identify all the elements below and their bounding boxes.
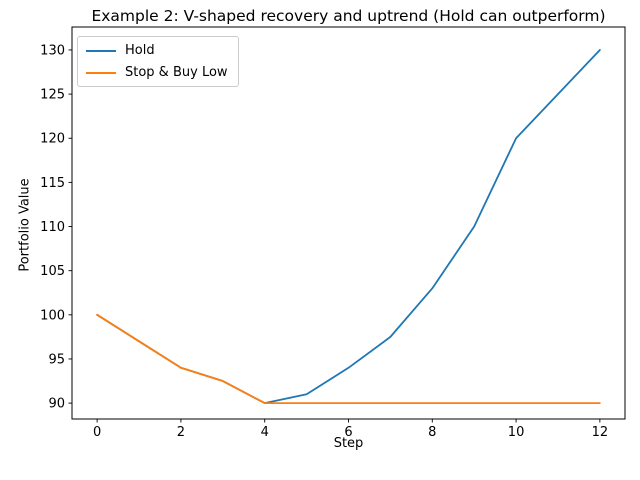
y-tick-label: 130: [40, 43, 65, 58]
y-tick-label: 105: [40, 264, 65, 279]
legend-item-stop-buy-low: Stop & Buy Low: [86, 65, 228, 80]
legend-line-sample-hold: [86, 49, 116, 52]
x-tick-label: 6: [344, 425, 352, 440]
legend-line-sample-stop-buy-low: [86, 71, 116, 74]
y-tick-label: 115: [40, 176, 65, 191]
legend-label-hold: Hold: [125, 43, 155, 58]
legend-item-hold: Hold: [86, 43, 228, 58]
y-tick-label: 100: [40, 308, 65, 323]
x-tick-label: 4: [261, 425, 269, 440]
y-tick-label: 95: [48, 352, 65, 367]
x-tick-label: 8: [428, 425, 436, 440]
x-axis-label: Step: [333, 436, 364, 451]
series-line-hold: [96, 49, 601, 405]
y-tick-label: 125: [40, 88, 65, 103]
x-tick-label: 0: [93, 425, 101, 440]
x-tick-label: 10: [508, 425, 525, 440]
y-axis-label: Portfolio Value: [17, 178, 33, 272]
x-tick-label: 12: [592, 425, 609, 440]
legend-label-stop-buy-low: Stop & Buy Low: [125, 65, 228, 80]
x-tick-label: 2: [177, 425, 185, 440]
legend: Hold Stop & Buy Low: [77, 36, 239, 87]
y-tick-label: 110: [40, 220, 65, 235]
chart-title: Example 2: V-shaped recovery and uptrend…: [91, 7, 606, 25]
y-tick-label: 90: [48, 397, 65, 412]
series-line-stop-buy-low: [96, 313, 601, 405]
y-tick-label: 120: [40, 132, 65, 147]
